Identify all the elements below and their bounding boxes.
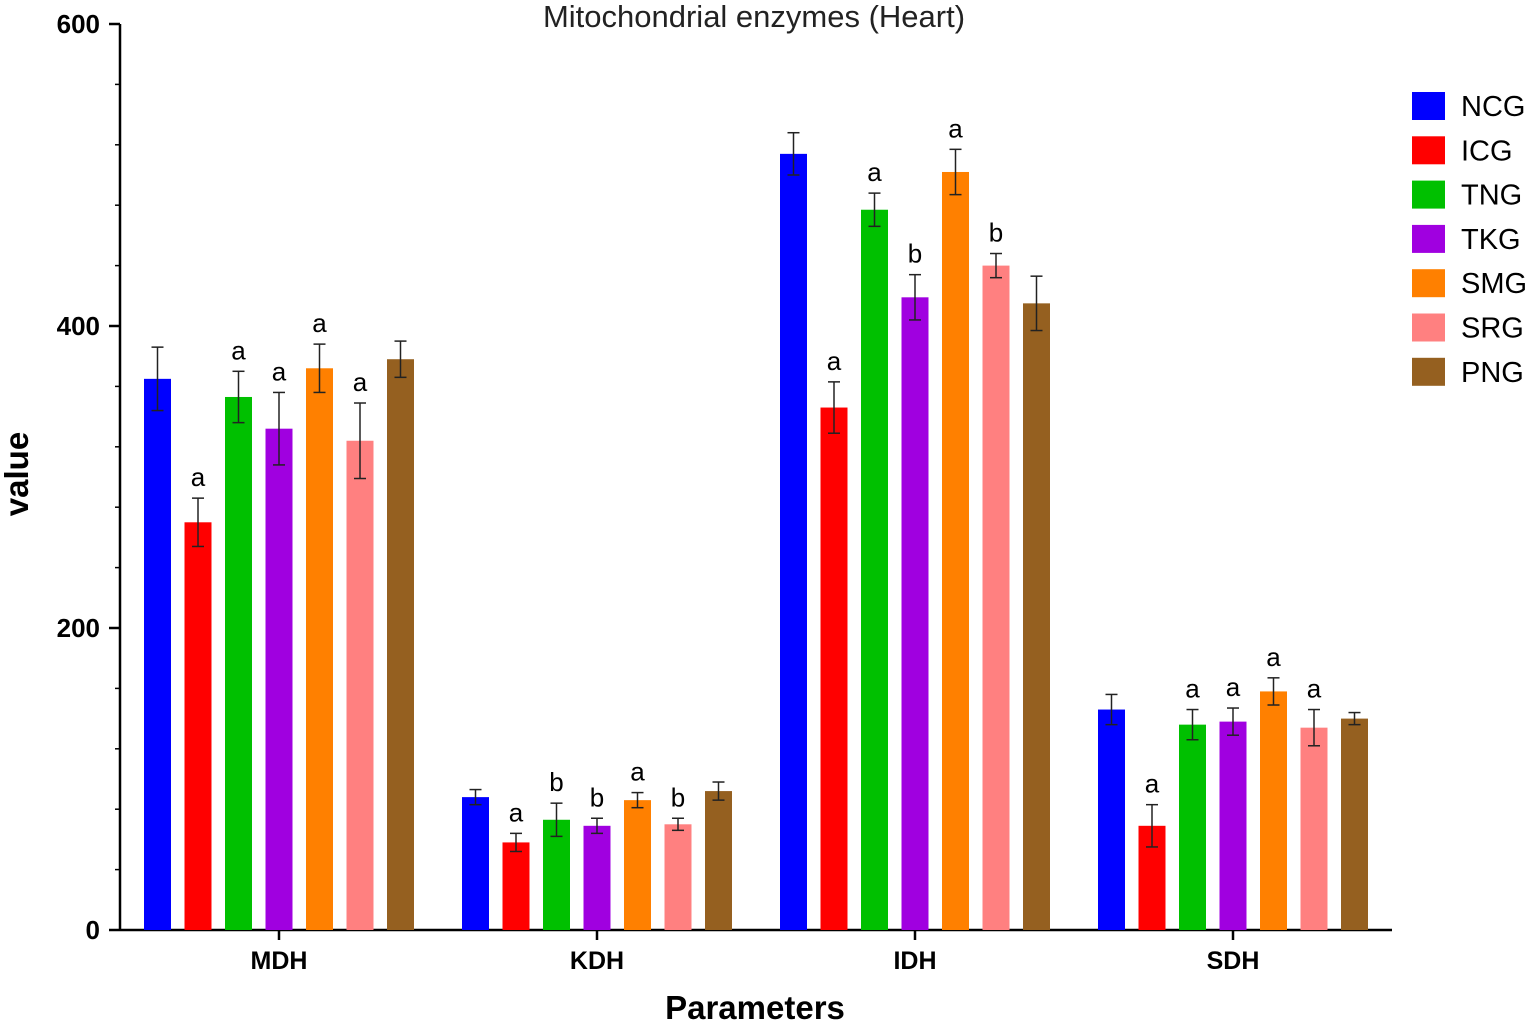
significance-label: b — [671, 782, 685, 812]
x-tick-label: KDH — [570, 947, 624, 975]
bar — [861, 209, 888, 931]
bar — [306, 368, 333, 930]
bar — [144, 378, 171, 931]
legend-swatch — [1412, 92, 1445, 120]
significance-label: a — [1226, 672, 1241, 702]
x-tick-label: IDH — [893, 947, 936, 975]
legend-label: TNG — [1461, 180, 1522, 212]
significance-label: b — [549, 767, 563, 797]
significance-label: a — [231, 335, 246, 365]
legend-swatch — [1412, 224, 1445, 253]
significance-label: b — [590, 782, 604, 812]
legend-swatch — [1412, 357, 1445, 386]
bar — [387, 359, 414, 931]
bar — [982, 265, 1010, 931]
bar — [184, 522, 212, 930]
significance-label: b — [908, 239, 922, 269]
bar — [462, 797, 489, 930]
bar — [1219, 721, 1247, 930]
bar — [1179, 724, 1206, 930]
chart-title: Mitochondrial enzymes (Heart) — [543, 0, 965, 34]
bar — [1023, 303, 1050, 931]
bar — [1098, 709, 1125, 930]
significance-label: a — [312, 308, 327, 338]
legend: NCG ICG TNG TKG SMG SRG PNG — [1412, 91, 1527, 389]
significance-label: a — [1145, 769, 1160, 799]
significance-label: a — [1266, 642, 1281, 672]
bar — [1260, 691, 1287, 930]
significance-label: a — [630, 757, 645, 787]
legend-swatch — [1412, 313, 1445, 342]
significance-label: a — [867, 157, 882, 187]
legend-label: SRG — [1461, 313, 1524, 345]
bar — [1341, 718, 1368, 930]
bar — [780, 153, 807, 931]
bar — [543, 819, 570, 930]
significance-label: a — [1185, 674, 1200, 704]
significance-label: a — [272, 356, 287, 386]
bar — [705, 791, 732, 930]
bar — [624, 800, 651, 930]
bar — [265, 428, 293, 930]
legend-label: SMG — [1461, 268, 1527, 300]
legend-swatch — [1412, 269, 1445, 298]
legend-swatch — [1412, 136, 1445, 165]
significance-label: a — [948, 113, 963, 143]
legend-label: NCG — [1461, 91, 1525, 123]
x-axis-label: Parameters — [665, 989, 845, 1022]
y-tick-label: 400 — [57, 311, 100, 341]
y-tick-label: 600 — [57, 9, 100, 39]
legend-label: TKG — [1461, 224, 1521, 256]
x-tick-label: SDH — [1207, 947, 1260, 975]
significance-label: a — [509, 797, 524, 827]
x-tick-label: MDH — [251, 947, 308, 975]
bar — [583, 825, 611, 930]
legend-label: PNG — [1461, 357, 1524, 389]
significance-label: a — [353, 367, 368, 397]
bar — [664, 824, 692, 930]
significance-label: b — [989, 218, 1003, 248]
bar — [225, 396, 252, 931]
bar — [820, 407, 848, 930]
significance-label: a — [827, 346, 842, 376]
bar — [901, 297, 929, 930]
bar — [346, 440, 374, 930]
bar — [1300, 727, 1328, 930]
legend-swatch — [1412, 180, 1445, 209]
bar — [502, 842, 530, 930]
y-tick-label: 200 — [57, 613, 100, 643]
bar — [942, 171, 969, 931]
significance-label: a — [191, 462, 206, 492]
y-tick-label: 0 — [86, 915, 100, 945]
significance-label: a — [1307, 674, 1322, 704]
y-axis-label: value — [0, 432, 35, 516]
legend-label: ICG — [1461, 135, 1513, 167]
